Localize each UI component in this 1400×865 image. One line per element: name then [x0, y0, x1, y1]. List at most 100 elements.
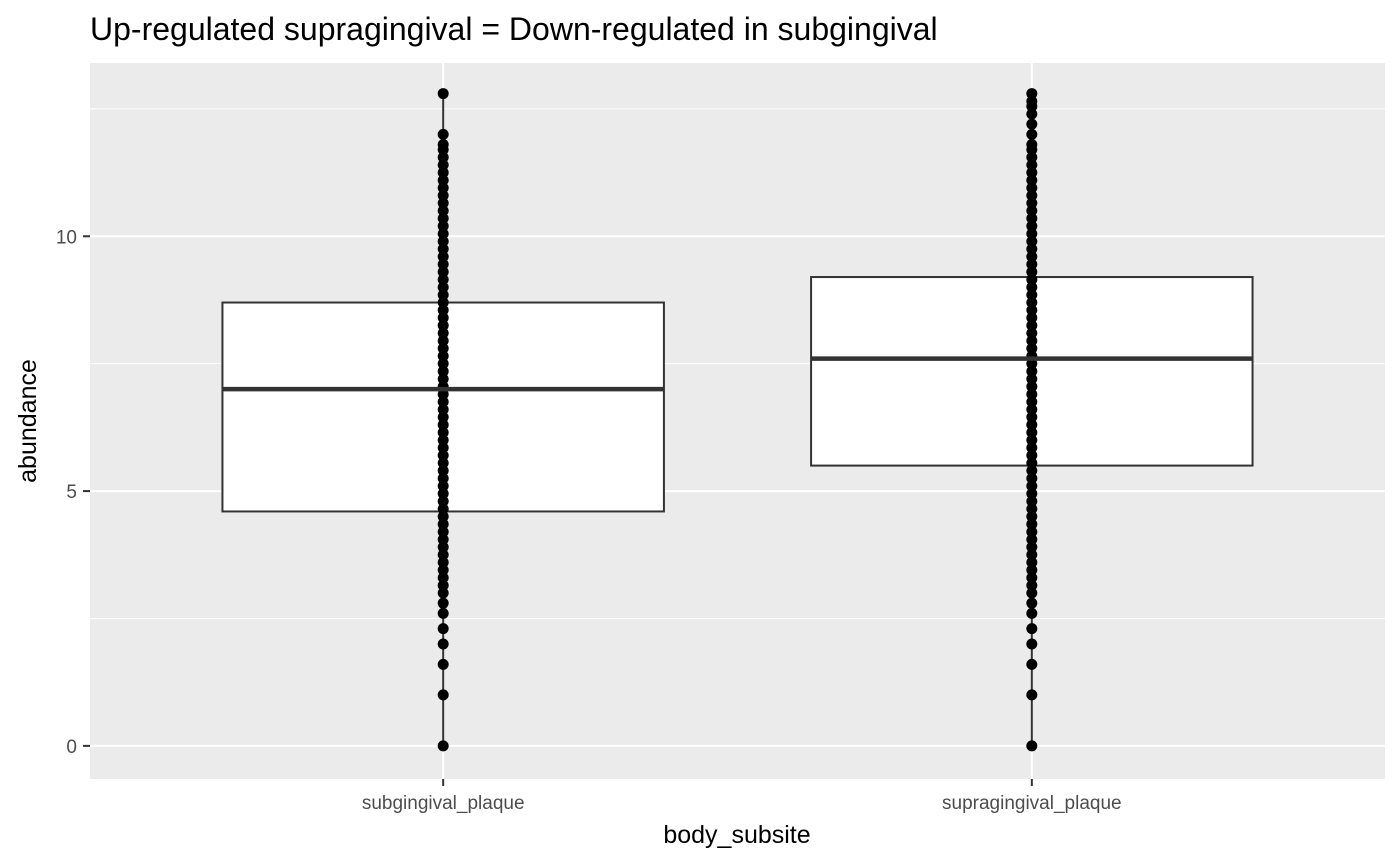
data-point	[437, 549, 449, 561]
data-point	[437, 342, 449, 354]
data-point	[437, 564, 449, 576]
data-point	[1026, 335, 1038, 347]
data-point	[437, 139, 449, 151]
data-point	[1026, 358, 1038, 370]
data-point	[437, 488, 449, 500]
data-point	[1026, 212, 1038, 224]
data-point	[437, 434, 449, 446]
data-point	[437, 740, 449, 752]
data-point	[1026, 495, 1038, 507]
data-point	[437, 151, 449, 163]
data-point	[1026, 541, 1038, 553]
data-point	[437, 526, 449, 538]
data-point	[437, 503, 449, 515]
x-axis-title: body_subsite	[663, 821, 810, 849]
data-point	[1026, 128, 1038, 140]
data-point	[437, 327, 449, 339]
data-point	[437, 658, 449, 670]
data-point	[437, 235, 449, 247]
data-point	[1026, 579, 1038, 591]
data-point	[437, 597, 449, 609]
box-group-subgingival_plaque	[221, 88, 665, 752]
data-point	[437, 335, 449, 347]
data-point	[1026, 426, 1038, 438]
data-point	[437, 159, 449, 171]
data-point	[1026, 197, 1038, 209]
data-point	[1026, 381, 1038, 393]
data-point	[437, 258, 449, 270]
data-point	[1026, 235, 1038, 247]
data-point	[1026, 411, 1038, 423]
data-point	[437, 174, 449, 186]
data-point	[437, 197, 449, 209]
data-point	[437, 358, 449, 370]
data-point	[437, 266, 449, 278]
data-point	[1026, 449, 1038, 461]
data-point	[437, 388, 449, 400]
data-point	[1026, 533, 1038, 545]
data-point	[1026, 312, 1038, 324]
data-point	[437, 495, 449, 507]
data-point	[1026, 365, 1038, 377]
data-point	[437, 426, 449, 438]
data-point	[1026, 182, 1038, 194]
data-point	[437, 689, 449, 701]
data-point	[437, 205, 449, 217]
data-point	[1026, 139, 1038, 151]
data-point	[1026, 597, 1038, 609]
data-point	[1026, 304, 1038, 316]
data-point	[437, 472, 449, 484]
data-point	[1026, 243, 1038, 255]
data-point	[437, 404, 449, 416]
data-point	[437, 167, 449, 179]
data-point	[437, 350, 449, 362]
data-point	[437, 212, 449, 224]
data-point	[1026, 564, 1038, 576]
y-axis: 0 5 10	[56, 227, 90, 758]
data-point	[437, 243, 449, 255]
data-point	[1026, 607, 1038, 619]
data-point	[437, 587, 449, 599]
data-point	[437, 182, 449, 194]
data-point	[437, 281, 449, 293]
data-point	[1026, 289, 1038, 301]
data-point	[1026, 740, 1038, 752]
data-point	[1026, 442, 1038, 454]
data-point	[1026, 658, 1038, 670]
data-point	[1026, 220, 1038, 232]
data-point	[1026, 689, 1038, 701]
data-point	[437, 251, 449, 263]
data-point	[437, 189, 449, 201]
data-point	[437, 319, 449, 331]
data-point	[1026, 274, 1038, 286]
data-point	[1026, 189, 1038, 201]
data-point	[437, 541, 449, 553]
data-point	[1026, 623, 1038, 635]
data-point	[1026, 549, 1038, 561]
data-point	[437, 365, 449, 377]
data-point	[1026, 503, 1038, 515]
data-point	[437, 572, 449, 584]
data-point	[437, 480, 449, 492]
data-point	[1026, 572, 1038, 584]
data-point	[1026, 511, 1038, 523]
data-point	[1026, 457, 1038, 469]
data-point	[1026, 396, 1038, 408]
data-point	[1026, 205, 1038, 217]
data-point	[1026, 638, 1038, 650]
data-point	[1026, 251, 1038, 263]
data-point	[1026, 327, 1038, 339]
data-point	[1026, 472, 1038, 484]
data-point	[437, 457, 449, 469]
data-point	[437, 373, 449, 385]
y-tick-label: 10	[56, 227, 77, 248]
data-point	[437, 556, 449, 568]
x-axis: subgingival_plaque supragingival_plaque	[362, 779, 1122, 814]
data-point	[1026, 319, 1038, 331]
data-point	[1026, 342, 1038, 354]
data-point	[437, 511, 449, 523]
data-point	[437, 533, 449, 545]
data-point	[1026, 404, 1038, 416]
data-point	[1026, 556, 1038, 568]
